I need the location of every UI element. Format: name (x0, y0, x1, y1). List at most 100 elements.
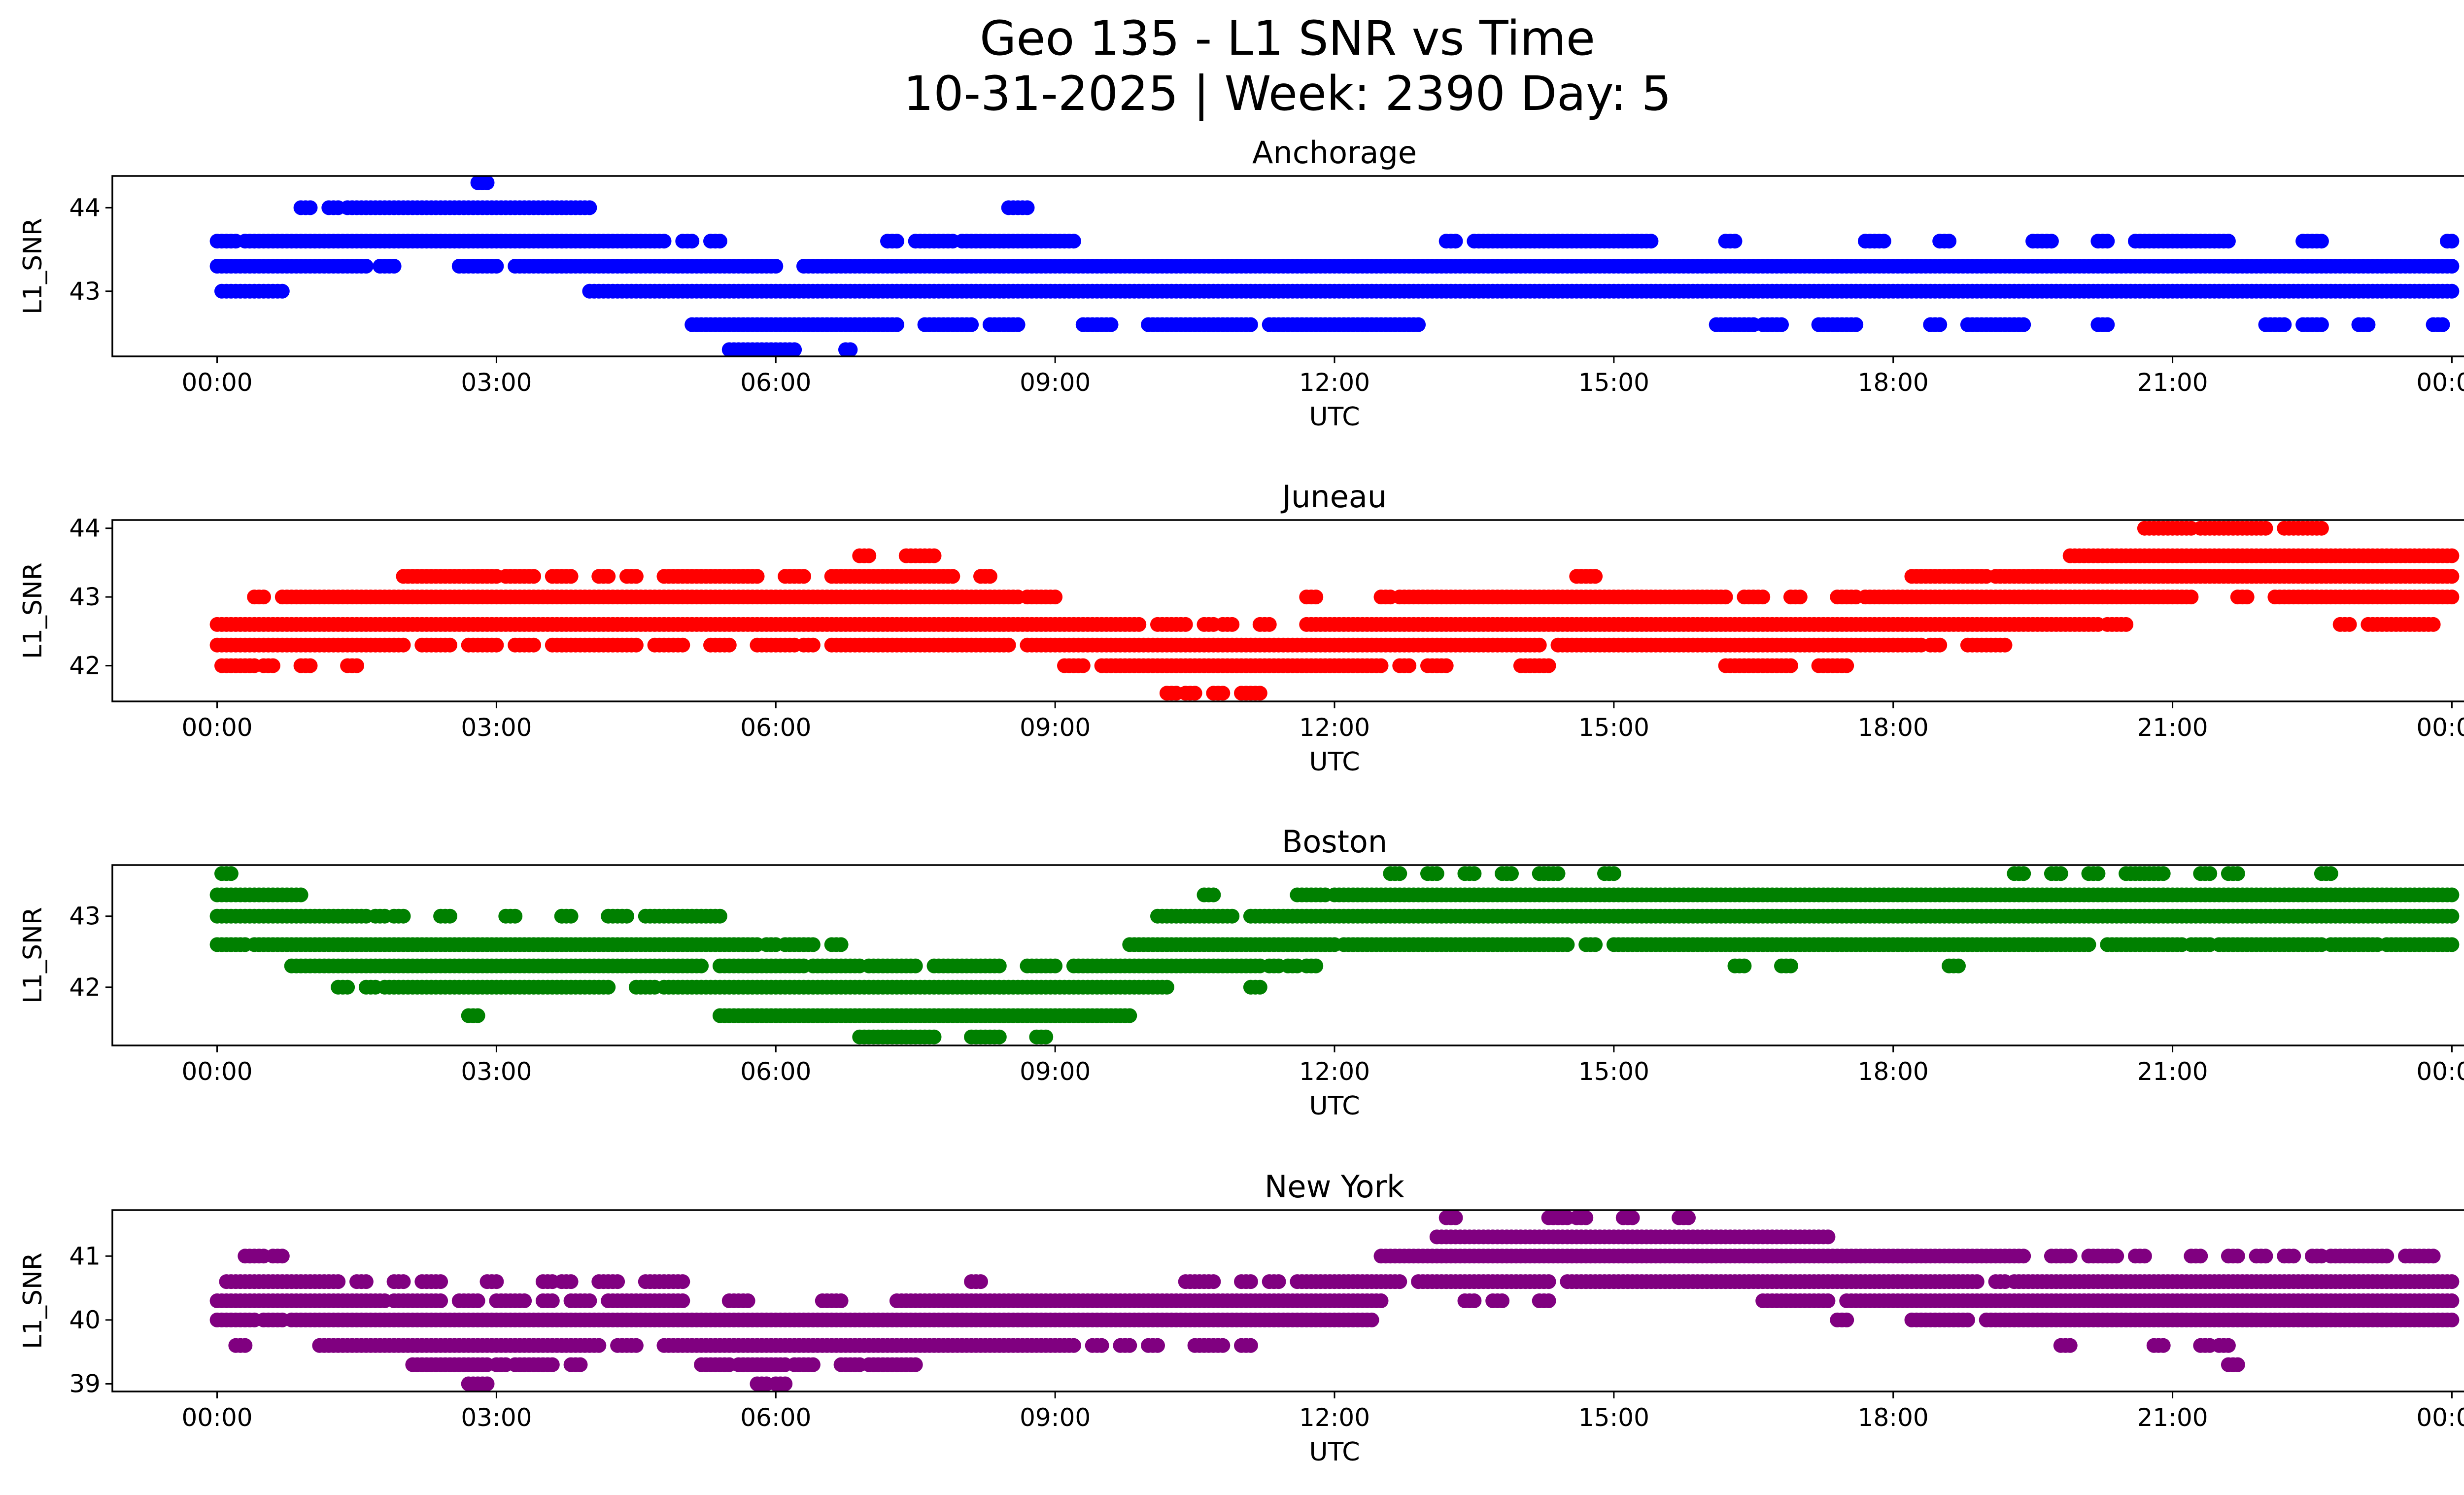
x-tick-label: 03:00 (461, 713, 532, 742)
data-point (2361, 317, 2376, 332)
data-point (628, 1338, 644, 1353)
data-point (1262, 617, 1277, 632)
data-point (2090, 866, 2106, 881)
data-point (293, 887, 308, 903)
data-point (1932, 317, 1948, 332)
x-tick-label: 12:00 (1299, 368, 1370, 397)
data-point (340, 979, 355, 995)
x-tick-label: 09:00 (1020, 1057, 1091, 1086)
data-point (1094, 1338, 1109, 1353)
data-point (2314, 234, 2329, 249)
data-point (1048, 958, 1063, 973)
x-tick-label: 15:00 (1578, 368, 1649, 397)
data-point (2444, 908, 2460, 924)
figure-title-line2: 10-31-2025 | Week: 2390 Day: 5 (903, 66, 1672, 121)
data-point (982, 569, 997, 584)
subplot-title: Juneau (1280, 479, 1387, 515)
data-point (675, 637, 690, 653)
data-point (833, 937, 849, 952)
data-point (1951, 958, 1966, 973)
data-point (1560, 937, 1575, 952)
data-point (2444, 234, 2460, 249)
data-point (303, 200, 318, 215)
data-point (1588, 937, 1603, 952)
data-point (1448, 234, 1463, 249)
data-point (1392, 866, 1407, 881)
x-tick-label: 18:00 (1858, 368, 1929, 397)
x-tick-label: 09:00 (1020, 713, 1091, 742)
data-point (526, 637, 541, 653)
data-point (1187, 686, 1202, 701)
data-point (992, 1029, 1007, 1044)
data-point (1103, 317, 1119, 332)
data-point (926, 548, 942, 563)
data-point (479, 1376, 495, 1391)
data-point (1643, 234, 1659, 249)
data-point (1048, 590, 1063, 605)
data-point (2221, 234, 2236, 249)
data-point (768, 259, 784, 274)
data-point (2156, 866, 2171, 881)
data-point (1225, 617, 1240, 632)
x-tick-label: 15:00 (1578, 1057, 1649, 1086)
subplot-juneau: 00:00 03:00 06:00 09:00 12:00 15:00 18:00 21:00… (18, 479, 2464, 777)
data-point (1737, 958, 1752, 973)
data-point (1467, 866, 1482, 881)
data-point (238, 1338, 253, 1353)
data-point (601, 979, 616, 995)
data-point (619, 908, 634, 924)
x-axis-label: UTC (1309, 1091, 1360, 1121)
y-axis-label: L1_SNR (18, 562, 48, 659)
x-tick-label: 03:00 (461, 1057, 532, 1086)
data-point (2258, 521, 2273, 536)
data-point (1848, 317, 1864, 332)
data-point (908, 958, 923, 973)
y-tick-label: 43 (69, 902, 101, 931)
data-point (2444, 937, 2460, 952)
x-tick-label: 12:00 (1299, 1057, 1370, 1086)
data-point (628, 637, 644, 653)
data-point (265, 658, 280, 673)
data-point (1206, 887, 1221, 903)
data-point (908, 1357, 923, 1372)
data-point (591, 1338, 607, 1353)
x-tick-label: 21:00 (2137, 1057, 2208, 1086)
x-tick-label: 06:00 (740, 1057, 811, 1086)
data-point (1792, 590, 1808, 605)
y-axis-label: L1_SNR (18, 907, 48, 1004)
data-point (2230, 866, 2245, 881)
y-tick-label: 43 (69, 277, 101, 306)
data-point (1727, 234, 1743, 249)
data-point (1252, 686, 1267, 701)
data-point (1550, 866, 1566, 881)
data-point (396, 637, 411, 653)
data-point (2435, 317, 2450, 332)
data-point (1606, 866, 1621, 881)
x-tick-label: 00:00 (182, 368, 253, 397)
data-point (1876, 234, 1891, 249)
subplot-new-york: 00:00 03:00 06:00 09:00 12:00 15:00 18:00 21:00… (18, 1169, 2464, 1467)
x-axis-label: UTC (1309, 747, 1360, 777)
x-tick-label: 15:00 (1578, 713, 1649, 742)
data-point (796, 569, 811, 584)
data-point (1429, 866, 1444, 881)
data-point (2323, 866, 2338, 881)
data-point (694, 958, 709, 973)
data-point (964, 317, 979, 332)
data-point (2016, 317, 2031, 332)
data-point (1066, 234, 1081, 249)
data-point (1532, 637, 1547, 653)
x-tick-label: 00:00 (2416, 1057, 2464, 1086)
data-point (721, 637, 737, 653)
data-point (1373, 658, 1389, 673)
x-tick-label: 00:00 (182, 713, 253, 742)
data-point (861, 548, 877, 563)
data-point (1308, 958, 1324, 973)
data-point (582, 200, 597, 215)
axes-frame (111, 519, 2464, 702)
data-point (1178, 617, 1193, 632)
data-point (1783, 958, 1798, 973)
data-point (1541, 658, 1556, 673)
data-point (2426, 617, 2441, 632)
data-point (2221, 1338, 2236, 1353)
